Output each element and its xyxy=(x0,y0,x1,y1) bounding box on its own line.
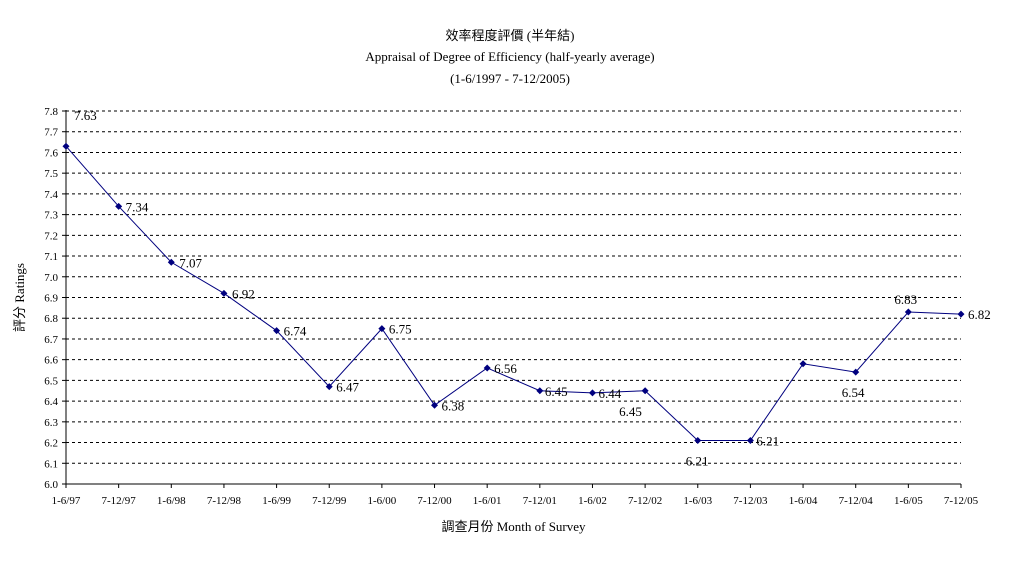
data-point-marker xyxy=(167,258,175,266)
x-tick-label: 7-12/04 xyxy=(839,495,874,507)
x-tick-label: 7-12/05 xyxy=(944,495,979,507)
data-point-marker xyxy=(273,327,281,335)
y-tick-label: 6.7 xyxy=(44,334,58,346)
y-tick-label: 6.3 xyxy=(44,417,58,429)
data-label: 6.21 xyxy=(756,433,779,448)
data-label: 6.74 xyxy=(284,324,307,339)
x-tick-label: 7-12/98 xyxy=(207,495,242,507)
y-tick-label: 7.3 xyxy=(44,210,58,222)
x-tick-label: 1-6/05 xyxy=(894,495,923,507)
x-tick-label: 1-6/03 xyxy=(683,495,712,507)
y-tick-label: 6.8 xyxy=(44,313,58,325)
data-label: 7.34 xyxy=(126,199,149,214)
data-label: 6.92 xyxy=(232,286,255,301)
data-point-marker xyxy=(799,360,807,368)
y-tick-label: 7.2 xyxy=(44,230,58,242)
chart-title: 效率程度評價 (半年結) xyxy=(445,28,575,43)
data-label: 6.38 xyxy=(442,398,465,413)
data-point-marker xyxy=(641,387,649,395)
y-tick-label: 7.7 xyxy=(44,127,58,139)
series-line xyxy=(65,145,962,441)
data-point-marker xyxy=(378,325,386,333)
data-label: 6.44 xyxy=(598,386,621,401)
x-tick-label: 7-12/00 xyxy=(417,495,452,507)
data-point-marker xyxy=(62,142,70,150)
data-point-marker xyxy=(431,401,439,409)
x-tick-label: 7-12/02 xyxy=(628,495,662,507)
x-tick-label: 1-6/02 xyxy=(578,495,607,507)
data-point-marker xyxy=(852,368,860,376)
x-tick-label: 1-6/04 xyxy=(789,495,818,507)
y-tick-label: 7.1 xyxy=(44,251,58,263)
y-tick-label: 6.0 xyxy=(44,479,58,491)
y-tick-label: 7.0 xyxy=(44,272,58,284)
y-tick-label: 6.5 xyxy=(44,375,58,387)
y-tick-label: 6.2 xyxy=(44,438,58,450)
x-tick-label: 1-6/99 xyxy=(262,495,291,507)
data-label: 6.21 xyxy=(686,453,709,468)
data-label: 6.75 xyxy=(389,322,412,337)
y-tick-label: 6.9 xyxy=(44,293,58,305)
x-tick-label: 7-12/03 xyxy=(733,495,768,507)
data-label: 6.47 xyxy=(336,380,359,395)
data-point-marker xyxy=(588,389,596,397)
data-point-marker xyxy=(904,308,912,316)
data-label: 6.45 xyxy=(545,384,568,399)
data-point-marker xyxy=(220,289,228,297)
x-tick-label: 7-12/01 xyxy=(523,495,557,507)
data-point-marker xyxy=(957,310,965,318)
x-tick-label: 7-12/99 xyxy=(312,495,347,507)
x-tick-label: 1-6/97 xyxy=(52,495,81,507)
data-point-marker xyxy=(536,387,544,395)
x-axis-title: 調查月份 Month of Survey xyxy=(441,519,586,534)
y-tick-label: 7.6 xyxy=(44,147,58,159)
data-point-marker xyxy=(694,436,702,444)
data-label: 6.82 xyxy=(968,307,991,322)
data-label: 7.07 xyxy=(179,255,202,270)
y-tick-label: 6.1 xyxy=(44,458,58,470)
y-tick-label: 7.5 xyxy=(44,168,58,180)
chart-subtitle-range: (1-6/1997 - 7-12/2005) xyxy=(450,71,570,86)
data-point-marker xyxy=(115,202,123,210)
data-label: 6.45 xyxy=(619,404,642,419)
y-tick-label: 7.8 xyxy=(44,106,58,118)
x-tick-label: 7-12/97 xyxy=(102,495,137,507)
y-tick-label: 7.4 xyxy=(44,189,58,201)
y-tick-label: 6.6 xyxy=(44,355,58,367)
data-point-marker xyxy=(483,364,491,372)
x-tick-label: 1-6/00 xyxy=(368,495,397,507)
x-tick-label: 1-6/01 xyxy=(473,495,502,507)
y-axis-title: 評分 Ratings xyxy=(12,263,27,332)
data-label: 6.54 xyxy=(842,385,865,400)
chart-subtitle: Appraisal of Degree of Efficiency (half-… xyxy=(365,49,655,64)
y-tick-label: 6.4 xyxy=(44,396,58,408)
data-label: 6.83 xyxy=(894,292,917,307)
data-point-marker xyxy=(746,436,754,444)
x-tick-label: 1-6/98 xyxy=(157,495,186,507)
data-label: 7.63 xyxy=(74,108,97,123)
data-label: 6.56 xyxy=(494,361,517,376)
data-point-marker xyxy=(325,383,333,391)
